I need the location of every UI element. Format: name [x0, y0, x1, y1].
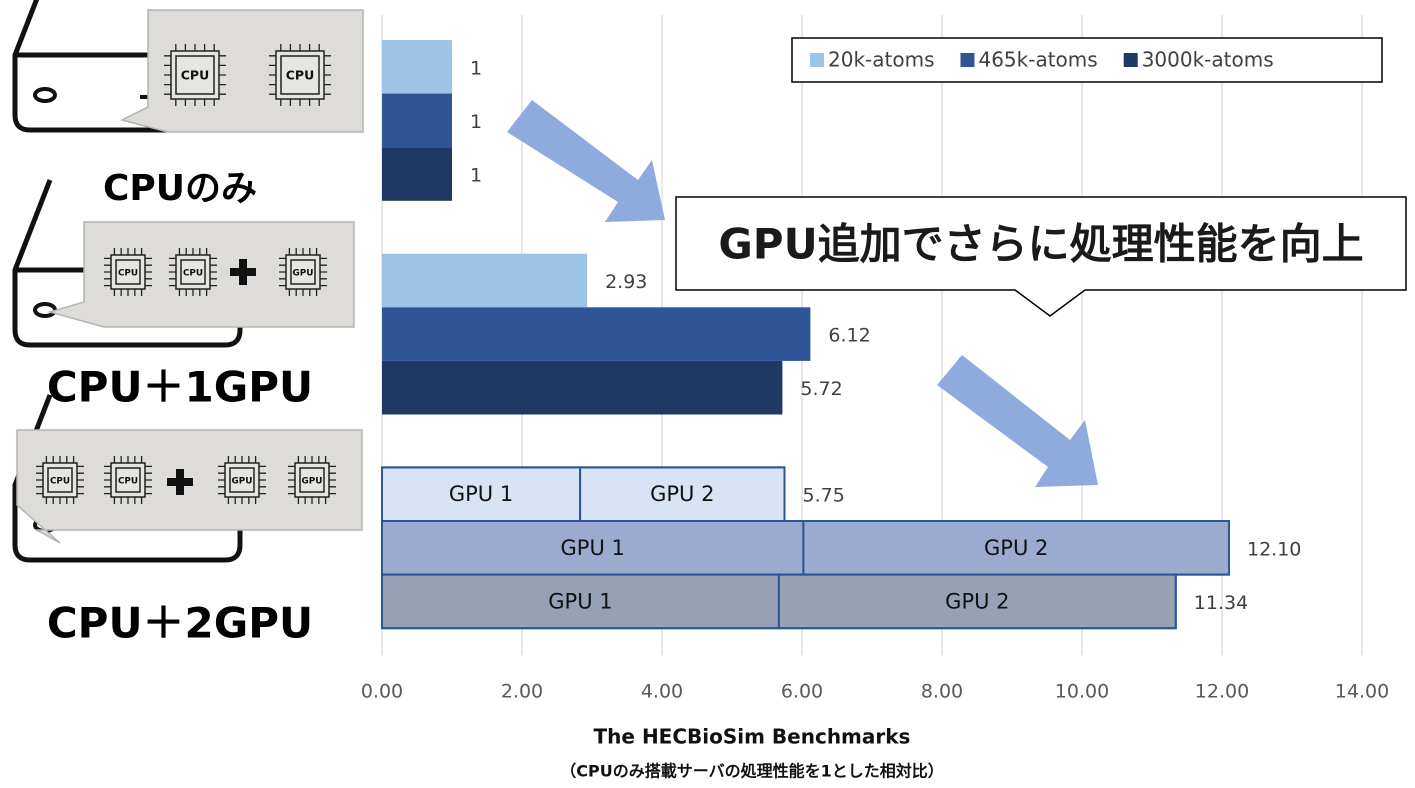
legend-swatch — [810, 53, 824, 67]
arrow — [937, 355, 1098, 487]
chip-label: CPU — [118, 269, 138, 279]
x-tick-label: 8.00 — [921, 681, 963, 703]
x-tick-label: 2.00 — [501, 681, 543, 703]
annotation: GPU追加でさらに処理性能を向上 — [718, 220, 1363, 269]
bar — [382, 307, 810, 361]
speech-bubble — [122, 10, 363, 132]
bar — [382, 40, 452, 94]
segment-label: GPU 2 — [650, 482, 714, 506]
segment-label: GPU 1 — [561, 536, 625, 560]
legend-swatch — [960, 53, 974, 67]
page: CPU CPU CPU CPU GPU CPU CPU GPU GPU CPUのみ CPU＋1GPU… — [0, 0, 1415, 788]
category-label: CPU＋1GPU — [47, 363, 313, 412]
segment-label: GPU 2 — [984, 536, 1048, 560]
chip-label: CPU — [118, 477, 138, 487]
chip-icon: CPU — [104, 248, 152, 296]
legend-label: 20k-atoms — [828, 48, 934, 72]
legend-label: 3000k-atoms — [1142, 48, 1274, 72]
category-label: CPUのみ — [103, 168, 257, 209]
segment-label: GPU 1 — [449, 482, 513, 506]
chip-icon: CPU — [36, 456, 84, 504]
chip-label: GPU — [293, 269, 314, 279]
x-axis-title: The HECBioSim Benchmarks — [594, 725, 911, 749]
chip-icon: GPU — [218, 456, 266, 504]
x-tick-label: 12.00 — [1195, 681, 1249, 703]
chip-label: GPU — [302, 477, 323, 487]
segment-label: GPU 2 — [945, 589, 1009, 613]
bar — [382, 147, 452, 201]
value-label: 5.72 — [800, 378, 842, 400]
x-tick-label: 6.00 — [781, 681, 823, 703]
server-icons: CPU CPU CPU CPU GPU CPU CPU GPU GPU CPUのみ CPU＋1GPU… — [15, 0, 363, 648]
chip-label: CPU — [50, 477, 70, 487]
category-label: CPU＋2GPU — [47, 599, 313, 648]
value-label: 12.10 — [1247, 538, 1301, 560]
bar — [382, 94, 452, 148]
chip-icon: CPU — [164, 44, 226, 106]
value-label: 11.34 — [1194, 592, 1248, 614]
chip-icon: CPU — [169, 248, 217, 296]
value-label: 1 — [470, 57, 482, 79]
legend-swatch — [1124, 53, 1138, 67]
value-label: 1 — [470, 111, 482, 133]
chip-icon: CPU — [104, 456, 152, 504]
value-label: 1 — [470, 165, 482, 187]
x-axis-subtitle: （CPUのみ搭載サーバの処理性能を1とした相対比） — [560, 762, 943, 781]
x-tick-label: 4.00 — [641, 681, 683, 703]
chip-label: CPU — [286, 68, 314, 83]
x-tick-label: 14.00 — [1335, 681, 1389, 703]
chip-icon: GPU — [279, 248, 327, 296]
chip-label: CPU — [181, 68, 209, 83]
bar — [382, 361, 782, 415]
chip-label: GPU — [232, 477, 253, 487]
value-label: 5.75 — [803, 485, 845, 507]
callout: GPU追加でさらに処理性能を向上 — [676, 197, 1406, 316]
x-tick-label: 0.00 — [361, 681, 403, 703]
chip-icon: GPU — [288, 456, 336, 504]
chart: CPU CPU CPU CPU GPU CPU CPU GPU GPU CPUのみ CPU＋1GPU… — [0, 0, 1415, 788]
chip-label: CPU — [183, 269, 203, 279]
chip-icon: CPU — [269, 44, 331, 106]
bar — [382, 254, 587, 308]
value-label: 6.12 — [828, 325, 870, 347]
legend-label: 465k-atoms — [978, 48, 1097, 72]
plus — [176, 469, 184, 495]
segment-label: GPU 1 — [548, 589, 612, 613]
plus — [239, 259, 247, 285]
arrow — [507, 100, 665, 222]
x-tick-label: 10.00 — [1055, 681, 1109, 703]
value-label: 2.93 — [605, 271, 647, 293]
